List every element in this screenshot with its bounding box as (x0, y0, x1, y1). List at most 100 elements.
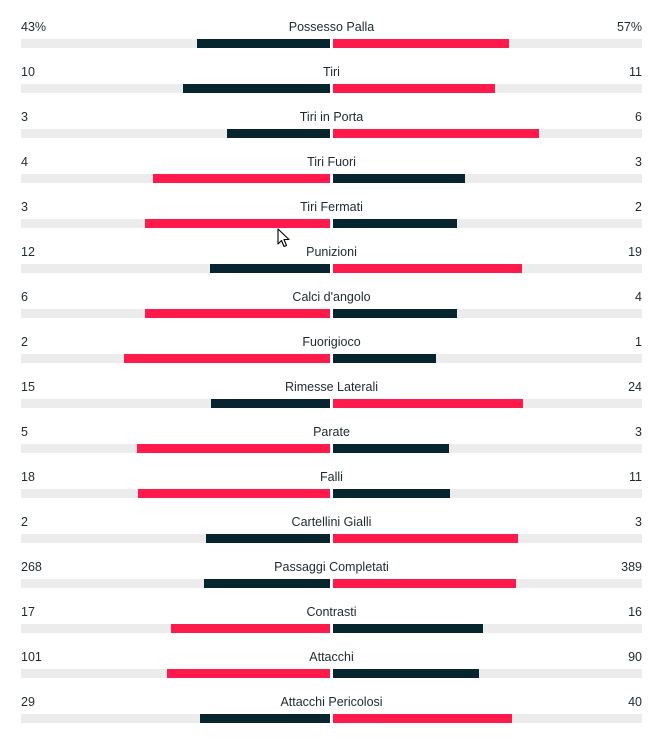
away-value: 3 (635, 425, 642, 439)
home-bar-fill (138, 489, 330, 498)
home-bar-fill (210, 264, 330, 273)
home-value: 5 (21, 425, 28, 439)
stat-header: 101 Attacchi 90 (21, 648, 642, 668)
home-value: 10 (21, 65, 35, 79)
stat-label: Contrasti (306, 605, 357, 619)
comparison-bar (21, 669, 642, 678)
bar-divider (330, 624, 333, 633)
stat-header: 268 Passaggi Completati 389 (21, 558, 642, 578)
stat-row: 3 Tiri Fermati 2 (21, 198, 642, 243)
away-bar-fill (333, 354, 436, 363)
bar-divider (330, 714, 333, 723)
away-bar-fill (333, 714, 513, 723)
stat-header: 2 Fuorigioco 1 (21, 333, 642, 353)
home-bar-fill (124, 354, 330, 363)
stat-row: 2 Cartellini Gialli 3 (21, 513, 642, 558)
away-value: 3 (635, 515, 642, 529)
away-bar-fill (333, 264, 523, 273)
comparison-bar (21, 579, 642, 588)
stat-row: 12 Punizioni 19 (21, 243, 642, 288)
bar-divider (330, 489, 333, 498)
away-value: 11 (629, 65, 642, 79)
stat-row: 2 Fuorigioco 1 (21, 333, 642, 378)
bar-divider (330, 579, 333, 588)
away-bar-fill (333, 174, 466, 183)
home-value: 17 (21, 605, 35, 619)
stat-row: 18 Falli 11 (21, 468, 642, 513)
away-value: 57% (616, 20, 642, 34)
stat-row: 3 Tiri in Porta 6 (21, 108, 642, 153)
away-value: 2 (635, 200, 642, 214)
away-value: 11 (629, 470, 642, 484)
bar-divider (330, 39, 333, 48)
stat-label: Attacchi Pericolosi (280, 695, 383, 709)
stat-row: 29 Attacchi Pericolosi 40 (21, 693, 642, 738)
away-value: 3 (635, 155, 642, 169)
bar-divider (330, 264, 333, 273)
away-value: 19 (628, 245, 642, 259)
comparison-bar (21, 714, 642, 723)
home-value: 101 (21, 650, 42, 664)
comparison-bar (21, 174, 642, 183)
stat-label: Tiri in Porta (299, 110, 364, 124)
home-value: 2 (21, 515, 28, 529)
away-value: 90 (628, 650, 642, 664)
away-bar-fill (333, 579, 516, 588)
home-value: 29 (21, 695, 35, 709)
bar-divider (330, 219, 333, 228)
comparison-bar (21, 624, 642, 633)
home-value: 6 (21, 290, 28, 304)
comparison-bar (21, 444, 642, 453)
home-bar-fill (144, 309, 330, 318)
stat-header: 5 Parate 3 (21, 423, 642, 443)
stat-label: Punizioni (306, 245, 357, 259)
away-value: 4 (635, 290, 642, 304)
home-bar-fill (170, 624, 330, 633)
stat-row: 10 Tiri 11 (21, 63, 642, 108)
away-bar-fill (333, 669, 479, 678)
home-bar-fill (206, 534, 330, 543)
home-bar-fill (200, 714, 330, 723)
mouse-pointer-icon (277, 228, 290, 248)
stat-label: Falli (320, 470, 343, 484)
away-value: 6 (635, 110, 642, 124)
stat-label: Fuorigioco (302, 335, 361, 349)
stat-header: 43% Possesso Palla 57% (21, 18, 642, 38)
home-value: 18 (21, 470, 35, 484)
home-bar-fill (203, 579, 330, 588)
comparison-bar (21, 399, 642, 408)
away-value: 40 (628, 695, 642, 709)
stat-row: 43% Possesso Palla 57% (21, 18, 642, 63)
stat-header: 15 Rimesse Laterali 24 (21, 378, 642, 398)
comparison-bar (21, 309, 642, 318)
stat-row: 268 Passaggi Completati 389 (21, 558, 642, 603)
stat-label: Tiri Fuori (307, 155, 356, 169)
bar-divider (330, 129, 333, 138)
away-bar-fill (333, 84, 495, 93)
stat-label: Calci d'angolo (292, 290, 371, 304)
comparison-bar (21, 39, 642, 48)
stat-header: 12 Punizioni 19 (21, 243, 642, 263)
bar-divider (330, 174, 333, 183)
stat-label: Passaggi Completati (274, 560, 389, 574)
comparison-bar (21, 84, 642, 93)
stat-header: 18 Falli 11 (21, 468, 642, 488)
home-bar-fill (153, 174, 330, 183)
stat-header: 6 Calci d'angolo 4 (21, 288, 642, 308)
stat-label: Tiri Fermati (300, 200, 363, 214)
bar-divider (330, 309, 333, 318)
bar-divider (330, 84, 333, 93)
stat-label: Rimesse Laterali (284, 380, 379, 394)
home-value: 3 (21, 110, 28, 124)
stat-header: 4 Tiri Fuori 3 (21, 153, 642, 173)
comparison-bar (21, 354, 642, 363)
away-value: 1 (635, 335, 642, 349)
home-bar-fill (136, 444, 330, 453)
stat-header: 3 Tiri Fermati 2 (21, 198, 642, 218)
home-bar-fill (182, 84, 330, 93)
away-bar-fill (333, 489, 451, 498)
stat-row: 17 Contrasti 16 (21, 603, 642, 648)
stat-header: 17 Contrasti 16 (21, 603, 642, 623)
away-bar-fill (333, 219, 457, 228)
home-value: 3 (21, 200, 28, 214)
